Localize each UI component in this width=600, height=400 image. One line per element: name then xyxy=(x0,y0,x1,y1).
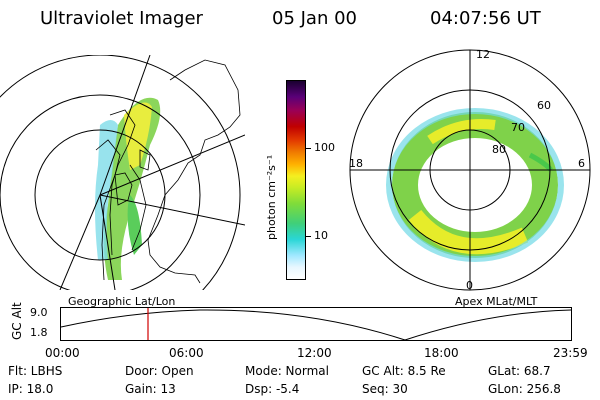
colorbar-label-10: 10 xyxy=(314,229,328,242)
mlt-label-12: 12 xyxy=(476,48,490,61)
xtick-0000: 00:00 xyxy=(45,346,80,360)
aurora-emission-polar xyxy=(386,108,564,262)
lat-label-60: 60 xyxy=(537,99,551,112)
info-door: Door: Open xyxy=(125,364,194,378)
info-mode: Mode: Normal xyxy=(245,364,329,378)
lat-label-70: 70 xyxy=(511,121,525,134)
info-gain: Gain: 13 xyxy=(125,382,176,396)
colorbar-tick xyxy=(306,236,311,237)
intensity-colorbar xyxy=(286,80,306,280)
mlt-label-6: 6 xyxy=(578,157,585,170)
xtick-1200: 12:00 xyxy=(297,346,332,360)
info-glat: GLat: 68.7 xyxy=(488,364,551,378)
lat-label-80: 80 xyxy=(492,143,506,156)
time-label: 04:07:56 UT xyxy=(430,8,541,29)
info-glon: GLon: 256.8 xyxy=(488,382,561,396)
polar-plot xyxy=(349,49,591,291)
info-seq: Seq: 30 xyxy=(362,382,408,396)
polar-caption: Apex MLat/MLT xyxy=(455,295,538,308)
colorbar-label-100: 100 xyxy=(314,141,335,154)
info-gcalt: GC Alt: 8.5 Re xyxy=(362,364,446,378)
xtick-0600: 06:00 xyxy=(169,346,204,360)
info-flt: Flt: LBHS xyxy=(8,364,63,378)
instrument-title: Ultraviolet Imager xyxy=(40,8,203,29)
xtick-1800: 18:00 xyxy=(424,346,459,360)
altitude-ytick-low: 1.8 xyxy=(30,326,48,339)
coastline xyxy=(95,59,241,284)
geographic-map xyxy=(0,55,245,290)
altitude-ylabel: GC Alt xyxy=(10,302,24,340)
colorbar-tick xyxy=(306,148,311,149)
geographic-caption: Geographic Lat/Lon xyxy=(68,295,176,308)
xtick-2359: 23:59 xyxy=(553,346,588,360)
altitude-ytick-high: 9.0 xyxy=(30,306,48,319)
aurora-emission-geo xyxy=(95,97,161,281)
colorbar-unit-label: photon cm⁻²s⁻¹ xyxy=(265,154,278,240)
mlt-label-0: 0 xyxy=(466,279,473,292)
altitude-strip xyxy=(60,307,572,341)
mlt-label-18: 18 xyxy=(349,157,363,170)
info-dsp: Dsp: -5.4 xyxy=(245,382,300,396)
date-label: 05 Jan 00 xyxy=(272,8,357,29)
info-ip: IP: 18.0 xyxy=(8,382,54,396)
